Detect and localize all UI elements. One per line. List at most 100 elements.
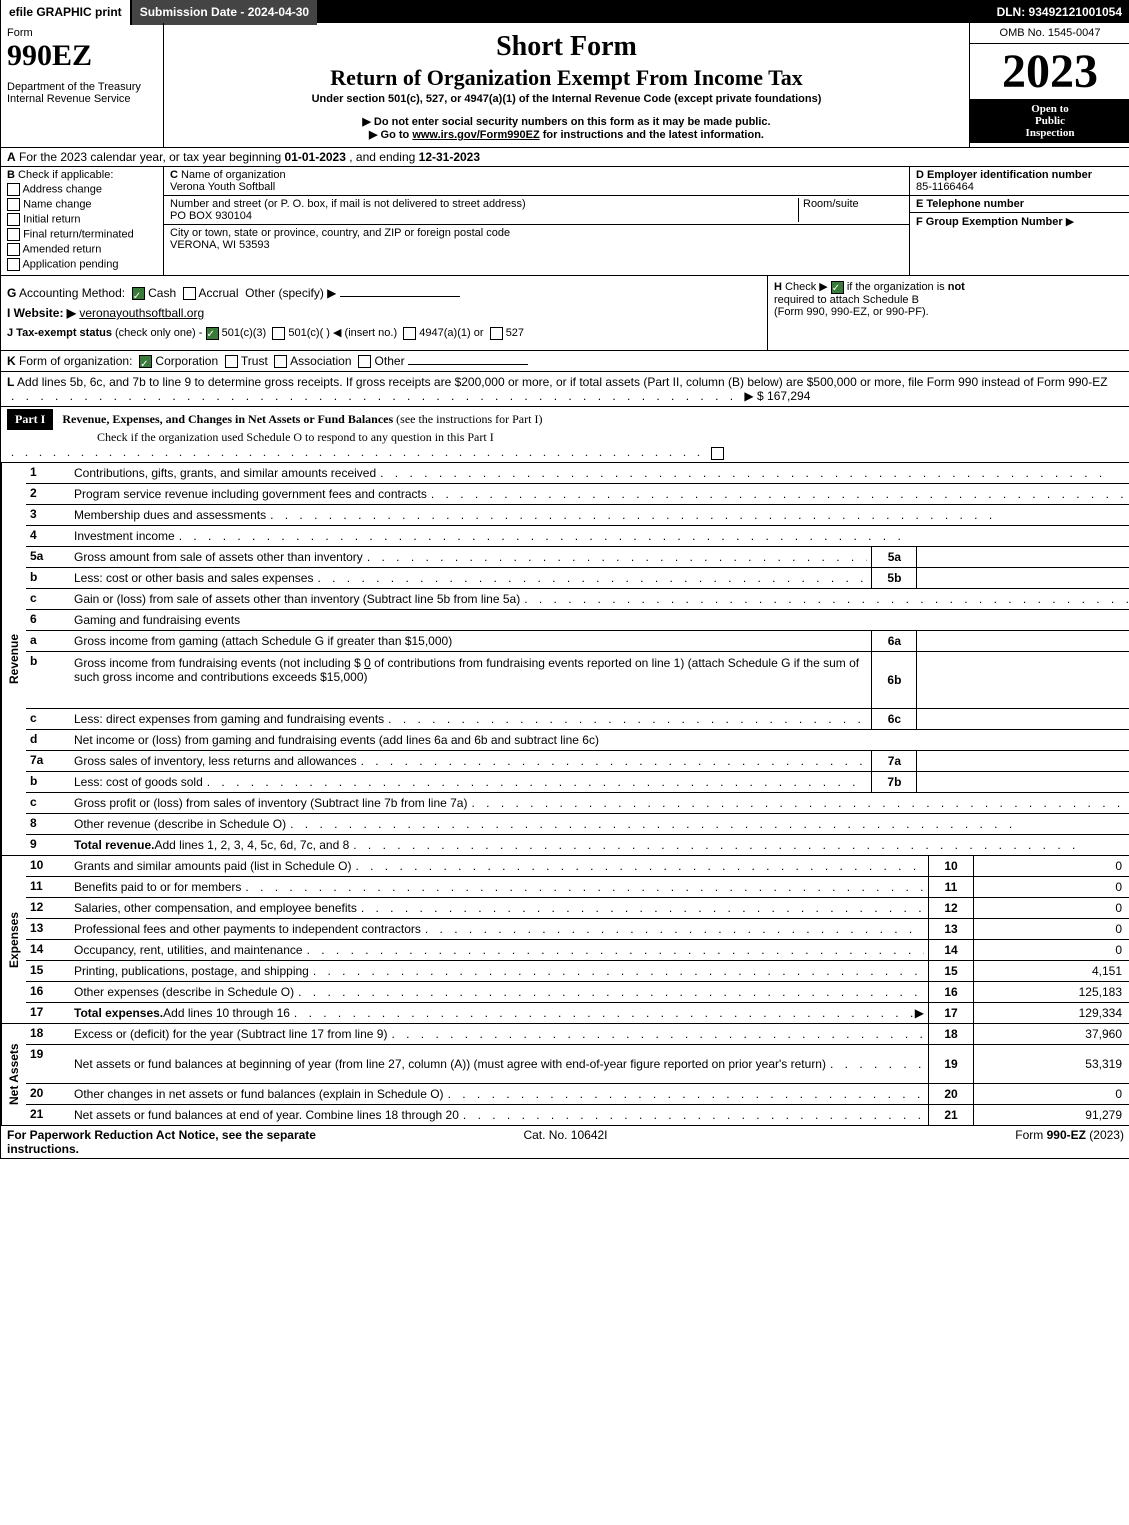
l6a-num: a [26, 631, 70, 651]
l15-num: 15 [26, 961, 70, 981]
l21-num: 21 [26, 1105, 70, 1125]
cb-association[interactable] [274, 355, 287, 368]
l7a-desc: Gross sales of inventory, less returns a… [74, 754, 357, 768]
cb-initial-return[interactable]: Initial return [7, 213, 157, 226]
website-link[interactable]: veronayouthsoftball.org [79, 306, 204, 320]
row-a-label: A [7, 150, 16, 164]
header-left-col: Form 990EZ Department of the Treasury In… [1, 23, 164, 147]
l6c-num: c [26, 709, 70, 729]
d-label: D Employer identification number [916, 169, 1092, 181]
l14-desc: Occupancy, rent, utilities, and maintena… [74, 943, 303, 957]
cb-501c3-checked[interactable] [206, 327, 219, 340]
cb-cash-checked[interactable] [132, 287, 145, 300]
city-value: VERONA, WI 53593 [170, 239, 270, 251]
l6b-iamt: 0 [917, 652, 1129, 708]
l6d-num: d [26, 730, 70, 750]
cb-4947[interactable] [403, 327, 416, 340]
l18-ln: 18 [928, 1024, 974, 1044]
cb-name-change[interactable]: Name change [7, 198, 157, 211]
l10-desc: Grants and similar amounts paid (list in… [74, 859, 351, 873]
addr-value: PO BOX 930104 [170, 210, 798, 222]
footer-right-form: 990-EZ [1047, 1128, 1086, 1142]
l21-ln: 21 [928, 1105, 974, 1125]
l7b-num: b [26, 772, 70, 792]
l12-amt: 0 [974, 898, 1129, 918]
line-4: 4 Investment income 4 0 [26, 526, 1129, 547]
cb-527[interactable] [490, 327, 503, 340]
title-short-form: Short Form [170, 31, 963, 63]
line-12: 12 Salaries, other compensation, and emp… [26, 898, 1129, 919]
bullet-ssn: ▶ Do not enter social security numbers o… [170, 115, 963, 128]
page-footer: For Paperwork Reduction Act Notice, see … [1, 1126, 1129, 1158]
cb2-label: Name change [23, 198, 92, 210]
line-7c: c Gross profit or (loss) from sales of i… [26, 793, 1129, 814]
l5c-desc: Gain or (loss) from sale of assets other… [74, 592, 520, 606]
goto-pre: ▶ Go to [369, 129, 412, 141]
h-text2: required to attach Schedule B [774, 294, 919, 306]
h-text3: (Form 990, 990-EZ, or 990-PF). [774, 306, 929, 318]
efile-print-label[interactable]: efile GRAPHIC print [1, 0, 132, 25]
ein-value: 85-1166464 [916, 181, 974, 193]
l6-desc: Gaming and fundraising events [74, 613, 240, 627]
cb-501c[interactable] [272, 327, 285, 340]
l14-amt: 0 [974, 940, 1129, 960]
l11-desc: Benefits paid to or for members [74, 880, 241, 894]
l9-num: 9 [26, 835, 70, 855]
cb-h-checked[interactable] [831, 281, 844, 294]
line-5a: 5a Gross amount from sale of assets othe… [26, 547, 1129, 568]
cb-application-pending[interactable]: Application pending [7, 258, 157, 271]
l5b-desc: Less: cost or other basis and sales expe… [74, 571, 313, 585]
cb-accrual[interactable] [183, 287, 196, 300]
cb-trust[interactable] [225, 355, 238, 368]
part1-check-text: Check if the organization used Schedule … [97, 430, 494, 444]
l5a-num: 5a [26, 547, 70, 567]
cb-corporation-checked[interactable] [139, 355, 152, 368]
e-label: E Telephone number [916, 198, 1024, 210]
l9-desc-pre: Total revenue. [74, 838, 154, 852]
cb-amended-return[interactable]: Amended return [7, 243, 157, 256]
l4-num: 4 [26, 526, 70, 546]
l12-ln: 12 [928, 898, 974, 918]
net-assets-table: Net Assets 18 Excess or (deficit) for th… [1, 1024, 1129, 1126]
l12-num: 12 [26, 898, 70, 918]
top-bar: efile GRAPHIC print Submission Date - 20… [1, 1, 1129, 23]
cb-schedule-o-part1[interactable] [711, 447, 724, 460]
cb-address-change[interactable]: Address change [7, 183, 157, 196]
h-label: H [774, 281, 782, 293]
form-page: efile GRAPHIC print Submission Date - 20… [0, 0, 1129, 1159]
expenses-side-label: Expenses [1, 856, 26, 1023]
cell-f-group: F Group Exemption Number ▶ [910, 213, 1129, 230]
line-21: 21 Net assets or fund balances at end of… [26, 1105, 1129, 1125]
l5a-iamt: 0 [917, 547, 1129, 567]
k-opt4: Other [375, 354, 405, 368]
l3-num: 3 [26, 505, 70, 525]
line-14: 14 Occupancy, rent, utilities, and maint… [26, 940, 1129, 961]
j-opt1: 501(c)(3) [222, 327, 267, 339]
line-6d: d Net income or (loss) from gaming and f… [26, 730, 1129, 751]
row-a-begin: 01-01-2023 [285, 150, 346, 164]
l7a-num: 7a [26, 751, 70, 771]
k-opt3: Association [290, 354, 351, 368]
l5b-iamt: 0 [917, 568, 1129, 588]
line-20: 20 Other changes in net assets or fund b… [26, 1084, 1129, 1105]
irs-link[interactable]: www.irs.gov/Form990EZ [412, 129, 539, 141]
j-opt2: 501(c)( ) [288, 327, 330, 339]
cb-other-org[interactable] [358, 355, 371, 368]
k-text: Form of organization: [19, 354, 132, 368]
l12-desc: Salaries, other compensation, and employ… [74, 901, 357, 915]
l10-num: 10 [26, 856, 70, 876]
l11-num: 11 [26, 877, 70, 897]
cb4-label: Final return/terminated [23, 228, 134, 240]
goto-post: for instructions and the latest informat… [540, 129, 764, 141]
l6c-iamt: 0 [917, 709, 1129, 729]
l6b-iln: 6b [871, 652, 917, 708]
org-name-value: Verona Youth Softball [170, 181, 275, 193]
cb-final-return[interactable]: Final return/terminated [7, 228, 157, 241]
line-6: 6 Gaming and fundraising events [26, 610, 1129, 631]
l14-num: 14 [26, 940, 70, 960]
g-cash: Cash [148, 286, 176, 300]
j-label: J Tax-exempt status [7, 327, 112, 339]
city-label: City or town, state or province, country… [170, 227, 510, 239]
cb6-label: Application pending [22, 258, 118, 270]
l6-num: 6 [26, 610, 70, 630]
